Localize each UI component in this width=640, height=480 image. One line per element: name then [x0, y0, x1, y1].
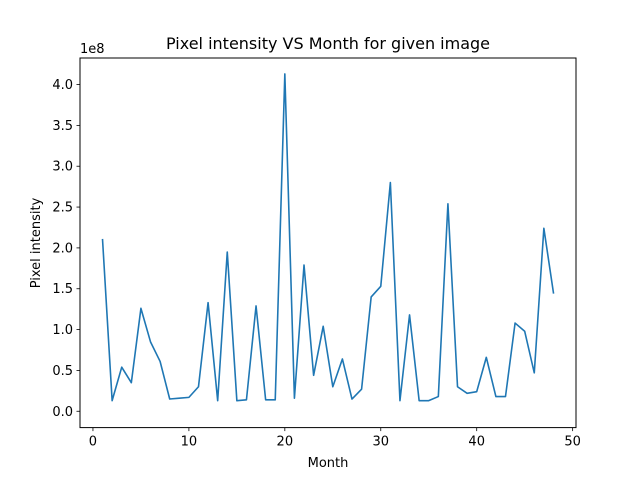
x-tick-label: 40 — [468, 435, 485, 450]
y-axis-label: Pixel intensity — [29, 197, 44, 288]
y-tick-label: 0.0 — [52, 405, 73, 420]
y-axis: 0.0 0.5 1.0 1.5 2.0 2.5 3.0 3.5 4.0 — [52, 78, 80, 420]
y-tick-label: 3.5 — [52, 119, 73, 134]
y-tick-label: 2.5 — [52, 201, 73, 216]
y-tick-label: 3.0 — [52, 160, 73, 175]
series-line — [101, 73, 555, 402]
x-tick-label: 10 — [181, 435, 198, 450]
plot-area — [101, 73, 555, 402]
chart-title: Pixel intensity VS Month for given image — [166, 34, 490, 53]
y-axis-scale-label: 1e8 — [80, 42, 105, 57]
x-tick-label: 30 — [372, 435, 389, 450]
y-tick-label: 1.5 — [52, 282, 73, 297]
plot-frame — [79, 57, 577, 429]
x-axis-label: Month — [308, 456, 349, 471]
x-tick-label: 0 — [89, 435, 97, 450]
y-tick-label: 4.0 — [52, 78, 73, 93]
y-tick-label: 0.5 — [52, 364, 73, 379]
x-tick-label: 50 — [564, 435, 581, 450]
y-tick-label: 1.0 — [52, 323, 73, 338]
x-tick-label: 20 — [277, 435, 294, 450]
x-axis: 0 10 20 30 40 50 — [89, 427, 581, 450]
y-tick-label: 2.0 — [52, 241, 73, 256]
